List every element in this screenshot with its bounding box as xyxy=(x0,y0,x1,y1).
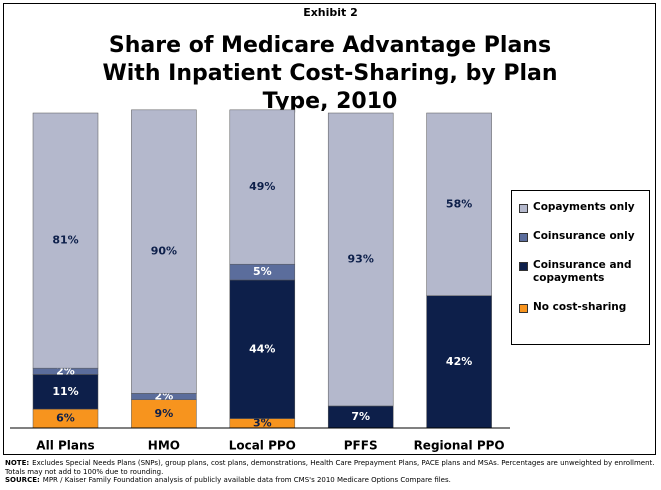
data-label: 93% xyxy=(348,252,374,265)
note-text: Excludes Special Needs Plans (SNPs), gro… xyxy=(5,459,655,476)
note-text: MPR / Kaiser Family Foundation analysis … xyxy=(42,476,451,484)
bar-segment xyxy=(32,374,99,410)
legend-label: No cost-sharing xyxy=(533,301,627,313)
legend-label: Coinsurance and copayments xyxy=(533,259,632,284)
x-tick-label: HMO xyxy=(148,439,180,453)
chart-title: Share of Medicare Advantage Plans With I… xyxy=(102,33,558,114)
data-label: 49% xyxy=(249,180,275,193)
data-label: 5% xyxy=(253,265,272,278)
bar-segment xyxy=(229,109,296,265)
bar-segment xyxy=(426,112,492,296)
data-label: 58% xyxy=(446,197,472,210)
x-tick-label: All Plans xyxy=(36,439,94,453)
legend-label: Coinsurance only xyxy=(533,230,635,242)
legend-label: Copayments only xyxy=(533,201,635,213)
x-tick-label: Regional PPO xyxy=(414,439,505,453)
bar-segment xyxy=(327,112,394,407)
legend-entry: Coinsurance and copayments xyxy=(519,259,645,285)
supertitle: Exhibit 2 xyxy=(303,6,358,19)
legend-swatch xyxy=(519,304,528,313)
data-label: 90% xyxy=(151,245,177,258)
legend-entry: No cost-sharing xyxy=(519,301,645,314)
note-label: SOURCE: xyxy=(5,476,40,484)
note: NOTE: Excludes Special Needs Plans (SNPs)… xyxy=(5,459,660,476)
notes: NOTE: Excludes Special Needs Plans (SNPs)… xyxy=(5,459,660,485)
data-label: 6% xyxy=(56,412,75,425)
data-label: 3% xyxy=(253,416,272,429)
data-label: 11% xyxy=(52,385,78,398)
data-label: 42% xyxy=(446,355,472,368)
data-label: 44% xyxy=(249,342,275,355)
legend-swatch xyxy=(519,233,528,242)
data-label: 7% xyxy=(351,410,370,423)
data-label: 81% xyxy=(52,234,78,247)
bar-segment xyxy=(229,279,296,419)
legend-swatch xyxy=(519,262,528,271)
x-tick-label: PFFS xyxy=(344,439,378,453)
legend-swatch xyxy=(519,204,528,213)
bar-segment xyxy=(131,109,197,394)
legend: Copayments only Coinsurance only Coinsuran… xyxy=(511,190,650,345)
legend-entry: Coinsurance only xyxy=(519,230,645,243)
legend-entry: Copayments only xyxy=(519,201,645,214)
x-tick-label: Local PPO xyxy=(229,439,296,453)
note: SOURCE: MPR / Kaiser Family Foundation an… xyxy=(5,476,660,485)
bar-segment xyxy=(32,112,99,369)
bar-segment xyxy=(426,295,492,429)
frame xyxy=(3,3,656,455)
data-label: 9% xyxy=(155,407,174,420)
note-label: NOTE: xyxy=(5,459,30,467)
